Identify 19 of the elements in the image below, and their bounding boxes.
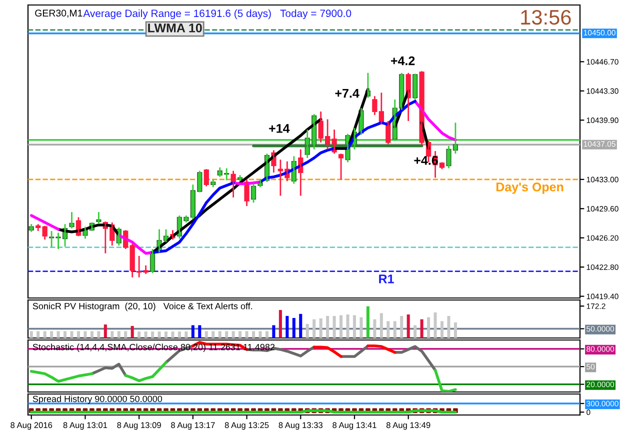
x-tick-label: 8 Aug 2016: [10, 422, 52, 430]
ref-line-label: Day's Open: [496, 182, 564, 194]
x-tick-label: 8 Aug 13:25: [224, 422, 269, 430]
x-tick-label: 8 Aug 13:33: [278, 422, 323, 430]
ref-line-label: R1: [379, 274, 394, 284]
x-tick-label: 8 Aug 13:09: [117, 422, 161, 430]
chart-title: Spread History 90.0000 50.0000: [32, 395, 162, 404]
x-tick-label: 8 Aug 13:41: [332, 422, 376, 430]
x-tick-label: 8 Aug 13:17: [171, 422, 215, 430]
annotation: LWMA 10: [148, 24, 202, 32]
x-tick-label: 8 Aug 13:01: [63, 422, 108, 430]
chart-subtitle: Average Daily Range = 16191.6 (5 days) Today = 7900.0: [83, 9, 352, 20]
x-tick-label: 8 Aug 13:49: [386, 422, 430, 430]
annotation: +7.4: [335, 89, 360, 98]
chart-title: SonicR PV Histogram (20, 10) Voice & Text Alerts off.: [32, 302, 252, 312]
annotation: +4.2: [390, 56, 415, 66]
chart-title: GER30,M1: [35, 10, 82, 18]
annotation: +14: [269, 124, 290, 133]
annotation: 13:56: [521, 10, 571, 25]
